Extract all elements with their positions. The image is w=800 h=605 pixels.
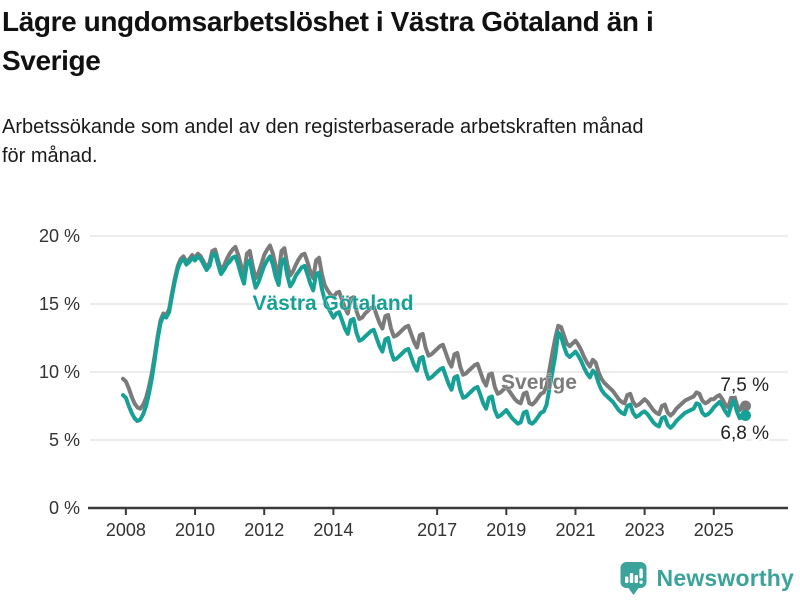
chart-subtitle: Arbetssökande som andel av den registerb… <box>2 113 792 171</box>
series-end-dot <box>740 400 751 412</box>
y-tick-label: 5 % <box>49 430 80 450</box>
chart-title: Lägre ungdomsarbetslöshet i Västra Götal… <box>2 2 798 80</box>
chart-title-line1: Lägre ungdomsarbetslöshet i Västra Götal… <box>2 6 654 37</box>
x-tick-label: 2010 <box>175 520 215 540</box>
series-line-sverige <box>121 243 748 418</box>
series-inline-label: Västra Götaland <box>252 292 413 315</box>
x-tick-label: 2014 <box>313 520 353 540</box>
series-line-v-stra-g-taland <box>121 251 748 430</box>
y-tick-label: 10 % <box>39 362 80 382</box>
series-end-value-label: 7,5 % <box>720 375 769 396</box>
x-tick-label: 2019 <box>486 520 526 540</box>
x-tick-label: 2025 <box>694 520 734 540</box>
series-inline-label: Sverige <box>501 371 577 394</box>
y-tick-label: 20 % <box>39 226 80 246</box>
x-tick-label: 2021 <box>555 520 595 540</box>
y-tick-label: 0 % <box>49 498 80 518</box>
chart-subtitle-line1: Arbetssökande som andel av den registerb… <box>2 116 644 138</box>
chart-subtitle-line2: för månad. <box>2 145 98 167</box>
x-tick-label: 2017 <box>417 520 457 540</box>
bar-chart-speech-bubble-icon <box>620 562 647 595</box>
series-end-value-label: 6,8 % <box>720 423 769 444</box>
brand-footer: Newsworthy <box>619 561 794 596</box>
y-tick-label: 15 % <box>39 294 80 314</box>
brand-name: Newsworthy <box>656 565 794 591</box>
x-tick-label: 2008 <box>106 520 146 540</box>
series-end-dot <box>740 410 751 422</box>
chart-header: Lägre ungdomsarbetslöshet i Västra Götal… <box>2 2 798 80</box>
chart-title-line2: Sverige <box>2 45 101 76</box>
x-tick-label: 2012 <box>244 520 284 540</box>
x-tick-label: 2023 <box>625 520 665 540</box>
